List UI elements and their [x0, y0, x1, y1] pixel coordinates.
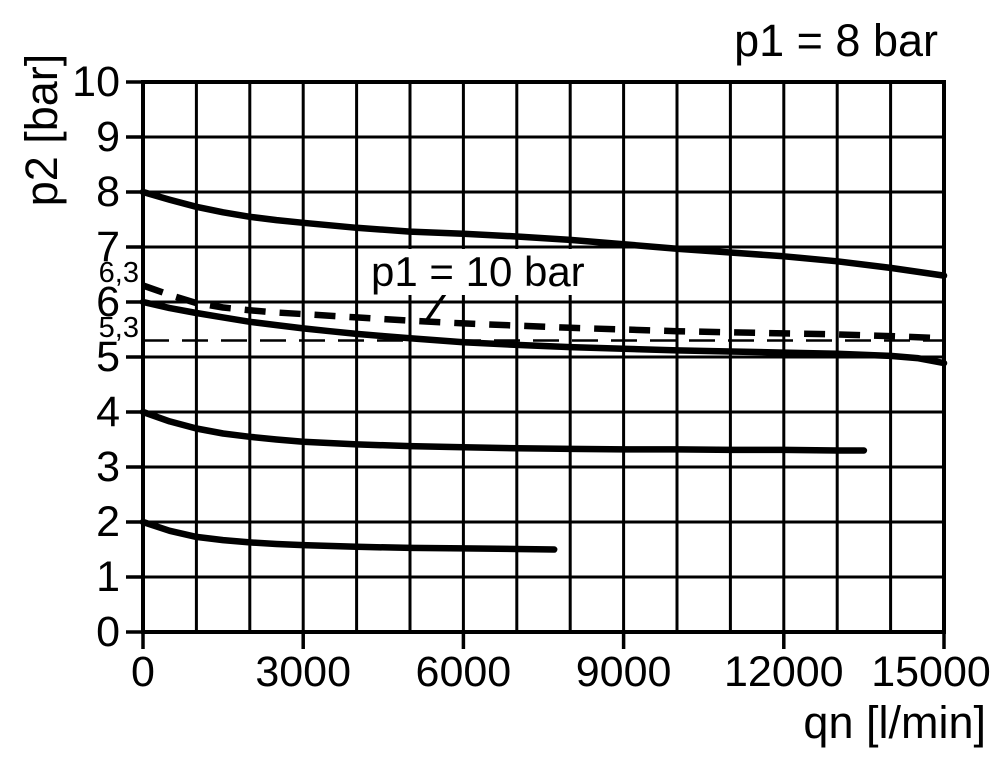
- annotation-p1-10bar: p1 = 10 bar: [366, 249, 590, 295]
- annotation-leader-line: [424, 291, 448, 323]
- curve-p2-start-6-bar: [139, 298, 948, 367]
- curve-p2-start-8-bar: [139, 188, 948, 279]
- curve-p2-start-2-bar: [139, 518, 558, 553]
- x-axis-label: qn [l/min]: [803, 697, 986, 748]
- curve-p1-10-bar: [141, 282, 945, 342]
- y-axis-label: p2 [bar]: [16, 53, 67, 207]
- chart-title: p1 = 8 bar: [734, 15, 938, 66]
- curve-p2-start-4-bar: [139, 408, 868, 454]
